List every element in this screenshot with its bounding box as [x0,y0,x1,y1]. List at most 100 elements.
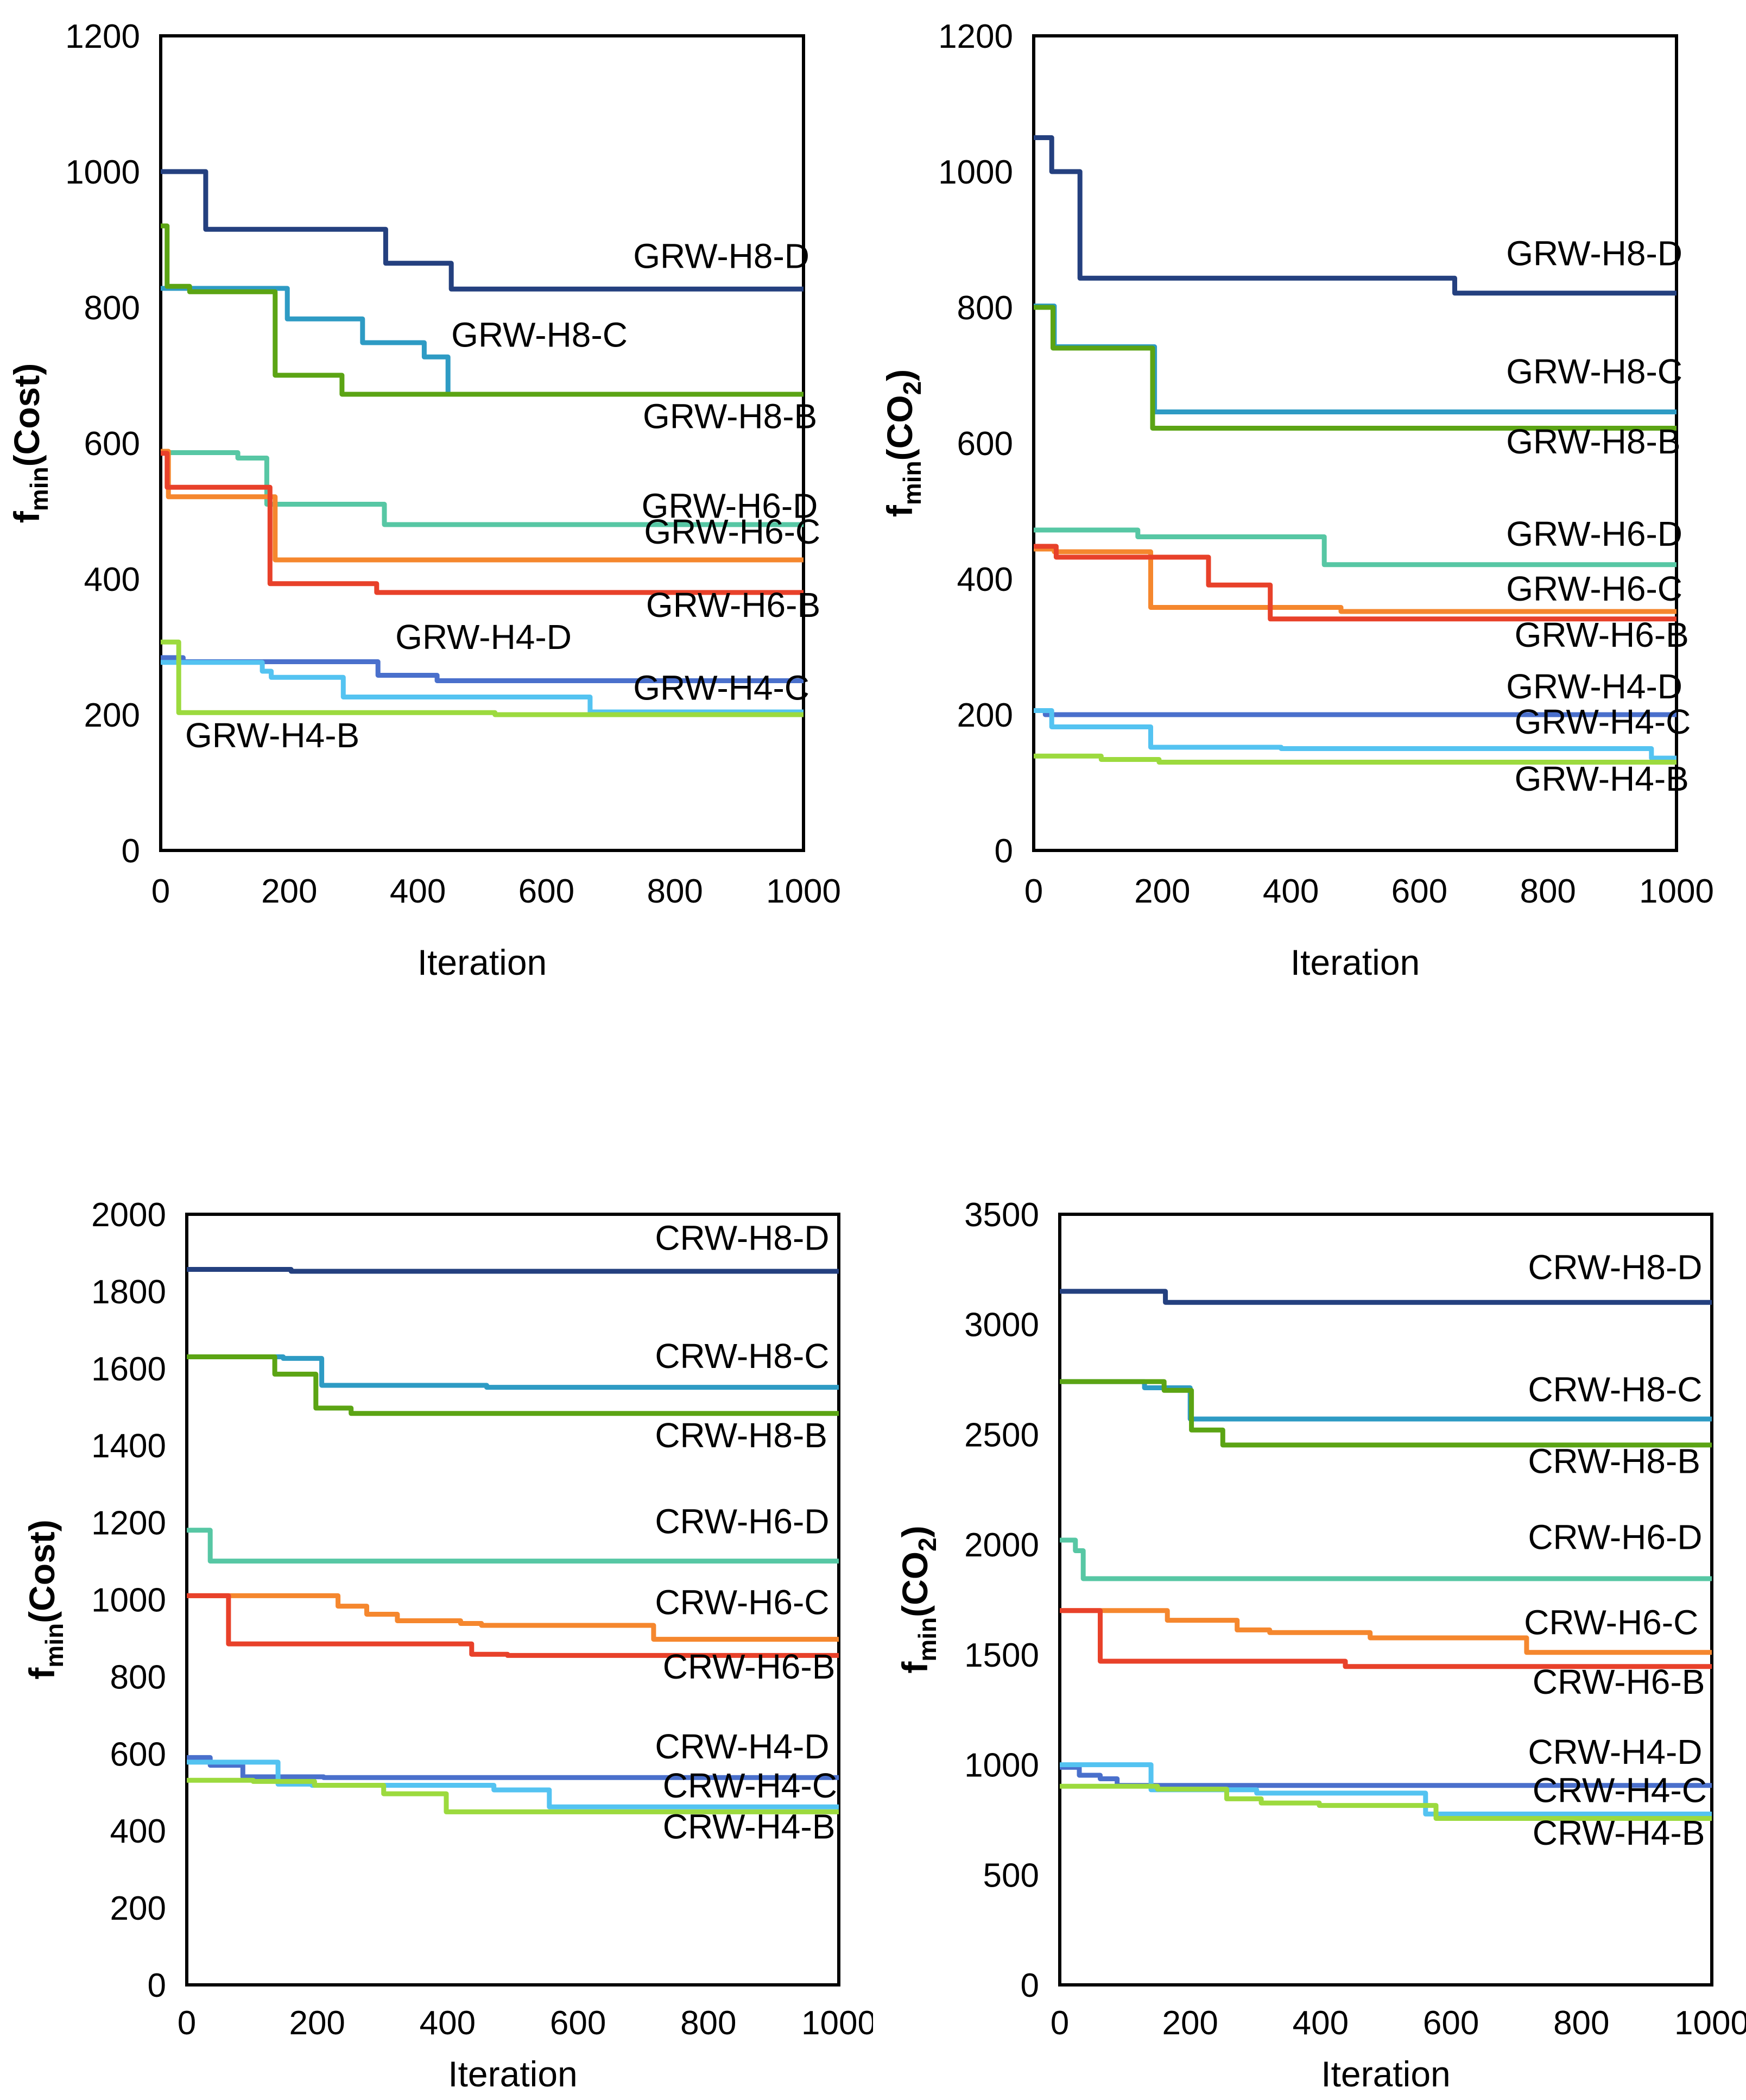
y-axis-label: fmin​(Cost) [7,363,53,523]
y-tick-label: 1200 [91,1505,166,1542]
series-line-GRW-H8-C [161,286,804,397]
y-tick-label: 200 [957,697,1013,734]
x-tick-label: 600 [550,2004,606,2042]
y-tick-label: 600 [110,1736,166,1773]
series-label-GRW-H4-C: GRW-H4-C [1515,702,1691,741]
x-tick-label: 400 [1263,873,1319,910]
y-axis-label: fmin​(CO2​) [880,369,926,517]
y-tick-label: 1800 [91,1273,166,1311]
series-label-CRW-H6-D: CRW-H6-D [655,1502,829,1541]
y-tick-label: 0 [1021,1967,1039,2004]
series-label-GRW-H6-D: GRW-H6-D [642,487,818,526]
x-tick-label: 600 [1391,873,1447,910]
y-tick-label: 200 [84,697,140,734]
panel-crw-cost: 0 200 400 600 800 1000 1200 1400 1600 1800 2000 0 20… [0,1050,873,2100]
x-tick-label: 1000 [1639,873,1714,910]
x-tick-label: 400 [390,873,446,910]
series-line-CRW-H4-D [187,1755,839,1780]
series-line-GRW-H4-B [161,639,804,717]
series-line-GRW-H6-D [161,450,804,527]
x-tick-label: 200 [1134,873,1190,910]
y-tick-label: 1200 [938,18,1013,55]
series-label-GRW-H4-D: GRW-H4-D [1506,667,1682,706]
series-line-CRW-H6-C [1060,1608,1712,1655]
series-label-GRW-H8-D: GRW-H8-D [1506,234,1682,273]
series-label-CRW-H6-C: CRW-H6-C [1524,1603,1698,1642]
series-label-CRW-H6-B: CRW-H6-B [1533,1662,1705,1701]
x-axis-label: Iteration [417,942,547,982]
x-tick-label: 600 [518,873,574,910]
chart-grw-co2: 0 200 400 600 800 1000 1200 0 200 400 600 800 1000 It… [880,18,1714,982]
y-tick-label: 1600 [91,1351,166,1388]
y-tick-label: 600 [84,425,140,463]
x-tick-label: 1000 [766,873,841,910]
series-line-CRW-H8-C [187,1354,839,1390]
series-label-CRW-H4-B: CRW-H4-B [1533,1813,1705,1852]
series-label-CRW-H6-C: CRW-H6-C [655,1582,829,1622]
y-tick-label: 500 [983,1857,1039,1894]
y-tick-label: 400 [84,561,140,598]
series-line-CRW-H8-B [1060,1379,1712,1448]
y-tick-label: 1000 [964,1747,1039,1784]
x-tick-label: 600 [1423,2004,1479,2042]
y-tick-label: 200 [110,1890,166,1927]
y-tick-label: 2500 [964,1416,1039,1454]
series-line-CRW-H8-B [187,1354,839,1416]
series-line-GRW-H8-D [1034,135,1677,296]
y-tick-label: 1000 [91,1582,166,1619]
x-tick-label: 800 [1553,2004,1609,2042]
x-axis-label: Iteration [1321,2054,1450,2094]
series-line-GRW-H4-C [1034,708,1677,761]
y-tick-label: 1500 [964,1637,1039,1674]
y-tick-label: 1400 [91,1428,166,1465]
series-line-GRW-H4-D [161,655,804,683]
x-tick-label: 1000 [1674,2004,1746,2042]
panel-crw-co2: 0 500 1000 1500 2000 2500 3000 3500 0 200 400 600 80… [873,1050,1746,2100]
y-axis-label: fmin​(Cost) [22,1519,68,1679]
y-tick-label: 0 [122,833,140,870]
y-tick-label: 800 [84,289,140,327]
series-line-CRW-H6-D [1060,1537,1712,1581]
series-label-CRW-H4-D: CRW-H4-D [1528,1732,1702,1771]
series-label-CRW-H4-C: CRW-H4-C [1533,1770,1707,1809]
series-label-CRW-H4-D: CRW-H4-D [655,1727,829,1766]
series-line-GRW-H8-B [161,223,804,397]
y-tick-label: 2000 [91,1196,166,1234]
plot-border [1032,34,1678,852]
series-label-GRW-H6-D: GRW-H6-D [1506,514,1682,553]
series-label-CRW-H8-C: CRW-H8-C [1528,1370,1702,1409]
y-tick-label: 800 [110,1658,166,1696]
y-tick-label: 2000 [964,1527,1039,1564]
series-label-GRW-H4-B: GRW-H4-B [185,716,359,755]
x-tick-label: 800 [680,2004,736,2042]
y-axis-label: fmin​(CO2​) [895,1525,941,1673]
x-tick-label: 400 [1293,2004,1349,2042]
series-label-GRW-H4-B: GRW-H4-B [1515,759,1689,798]
x-tick-label: 200 [261,873,317,910]
series-line-GRW-H8-D [161,169,804,292]
series-line-CRW-H6-B [1060,1608,1712,1669]
y-tick-label: 400 [110,1813,166,1850]
series-label-GRW-H8-C: GRW-H8-C [451,316,628,355]
x-tick-label: 0 [1051,2004,1069,2042]
x-tick-label: 0 [151,873,170,910]
series-label-GRW-H8-C: GRW-H8-C [1506,352,1682,391]
x-tick-label: 800 [647,873,703,910]
y-tick-label: 400 [957,561,1013,598]
plot-border [1058,1213,1713,1987]
series-line-CRW-H4-C [187,1760,839,1809]
series-label-CRW-H4-B: CRW-H4-B [663,1807,836,1846]
plot-border [185,1213,840,1987]
series-line-GRW-H6-B [161,451,804,595]
panel-grw-cost: 0 200 400 600 800 1000 1200 0 200 400 600 800 1000 It… [0,0,873,1050]
chart-grw-cost: 0 200 400 600 800 1000 1200 0 200 400 600 800 1000 It… [7,18,841,982]
x-tick-label: 1000 [801,2004,873,2042]
series-label-CRW-H8-B: CRW-H8-B [1528,1441,1700,1480]
chart-crw-cost: 0 200 400 600 800 1000 1200 1400 1600 1800 2000 0 20… [22,1196,873,2094]
y-tick-label: 0 [995,833,1013,870]
series-label-CRW-H6-B: CRW-H6-B [663,1647,836,1686]
series-label-GRW-H6-B: GRW-H6-B [1515,615,1689,654]
series-label-GRW-H4-D: GRW-H4-D [395,617,572,657]
series-line-GRW-H8-B [1034,305,1677,431]
